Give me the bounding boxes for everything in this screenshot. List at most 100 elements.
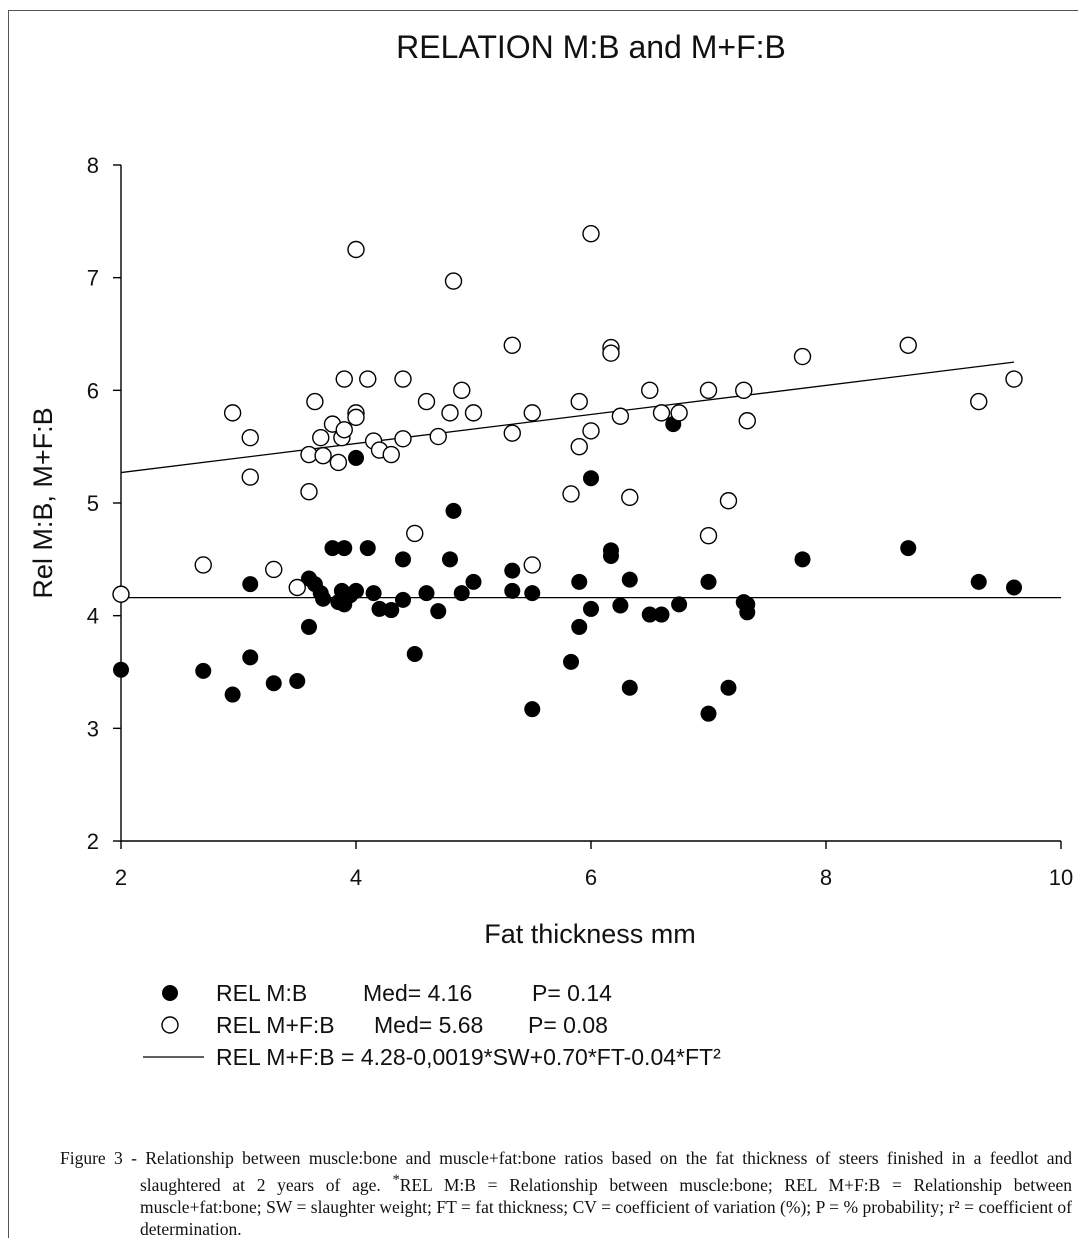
point-rel-mfb — [112, 585, 130, 603]
point-rel-mb — [336, 540, 353, 557]
regression-line-mfb — [120, 361, 1015, 474]
point-rel-mb — [265, 675, 282, 692]
x-axis-label: Fat thickness mm — [484, 919, 696, 949]
point-rel-mfb — [699, 526, 718, 545]
point-rel-mb — [418, 585, 435, 602]
point-rel-mb — [289, 673, 306, 690]
point-rel-mfb — [335, 370, 353, 388]
point-rel-mfb — [738, 412, 756, 430]
point-rel-mfb — [441, 404, 459, 422]
legend-p-rel-mfb: P= 0.08 — [528, 1012, 608, 1038]
point-rel-mfb — [523, 556, 541, 574]
point-rel-mb — [583, 470, 599, 487]
legend-open-circle-icon — [161, 1016, 179, 1034]
y-tick-label: 6 — [87, 378, 99, 403]
point-rel-mb — [563, 653, 580, 670]
point-rel-mb — [365, 585, 382, 602]
point-rel-mb — [621, 679, 638, 696]
point-rel-mfb — [394, 430, 412, 448]
point-rel-mb — [195, 662, 212, 679]
point-rel-mfb — [265, 560, 283, 579]
point-rel-mb — [739, 596, 756, 613]
figure-frame — [8, 10, 1078, 1238]
point-rel-mb — [242, 576, 259, 593]
point-rel-mb — [315, 590, 332, 607]
fit-lines — [120, 361, 1061, 599]
legend-p-rel-mb: P= 0.14 — [532, 980, 612, 1006]
point-rel-mfb — [621, 488, 639, 507]
point-rel-mb — [301, 618, 317, 635]
point-rel-mb — [700, 573, 717, 590]
point-rel-mfb — [300, 483, 318, 501]
figure-caption: Figure 3 - Relationship between muscle:b… — [60, 1147, 1072, 1240]
point-rel-mfb — [719, 492, 738, 510]
point-rel-mb — [794, 551, 811, 568]
point-rel-mb — [700, 705, 717, 722]
point-rel-mfb — [652, 404, 671, 422]
point-rel-mfb — [670, 404, 688, 422]
y-tick-label: 3 — [87, 716, 99, 741]
point-rel-mfb — [306, 392, 324, 411]
point-rel-mfb — [406, 524, 424, 543]
point-rel-mb — [453, 585, 470, 602]
point-rel-mb — [970, 573, 987, 590]
y-axis-label: Rel M:B, M+F:B — [28, 407, 58, 598]
point-rel-mb — [612, 597, 629, 614]
point-rel-mfb — [503, 336, 521, 354]
legend-med-rel-mfb: Med= 5.68 — [374, 1012, 483, 1038]
data-points — [112, 225, 1023, 722]
point-rel-mfb — [382, 445, 400, 464]
point-rel-mfb — [335, 421, 353, 439]
point-rel-mfb — [312, 428, 330, 447]
legend: REL M:B Med= 4.16 P= 0.14 REL M+F:B Med=… — [143, 980, 721, 1070]
point-rel-mfb — [444, 272, 463, 290]
legend-label-rel-mfb: REL M+F:B — [216, 1012, 335, 1038]
point-rel-mb — [224, 686, 241, 703]
point-rel-mb — [242, 649, 259, 666]
point-rel-mb — [641, 606, 658, 623]
point-rel-mfb — [582, 225, 600, 243]
legend-med-rel-mb: Med= 4.16 — [363, 980, 472, 1006]
point-rel-mfb — [314, 446, 332, 465]
point-rel-mfb — [970, 392, 988, 411]
legend-label-rel-mb: REL M:B — [216, 980, 307, 1006]
point-rel-mfb — [602, 344, 620, 362]
point-rel-mb — [395, 551, 411, 568]
y-tick-label: 4 — [87, 604, 99, 629]
point-rel-mb — [583, 600, 599, 617]
x-tick-label: 2 — [115, 865, 127, 890]
point-rel-mfb — [453, 381, 471, 400]
chart-title: RELATION M:B and M+F:B — [396, 29, 786, 65]
point-rel-mfb — [329, 453, 348, 472]
point-rel-mfb — [1005, 370, 1023, 388]
point-rel-mfb — [735, 381, 753, 400]
point-rel-mfb — [347, 240, 365, 259]
point-rel-mfb — [417, 392, 436, 411]
point-rel-mfb — [793, 347, 812, 366]
point-rel-mfb — [582, 422, 600, 440]
point-rel-mfb — [359, 370, 377, 388]
point-rel-mfb — [562, 485, 580, 503]
x-tick-label: 10 — [1049, 865, 1073, 890]
legend-filled-circle-icon — [162, 985, 178, 1001]
point-rel-mfb — [194, 556, 212, 574]
point-rel-mfb — [503, 424, 521, 442]
point-rel-mb — [1006, 579, 1022, 596]
point-rel-mfb — [241, 428, 259, 447]
point-rel-mb — [621, 571, 638, 588]
point-rel-mb — [504, 582, 521, 599]
point-rel-mb — [430, 603, 447, 620]
point-rel-mfb — [223, 404, 242, 422]
legend-regression-equation: REL M+F:B = 4.28-0,0019*SW+0.70*FT-0.04*… — [216, 1044, 721, 1070]
point-rel-mb — [445, 502, 462, 519]
point-rel-mb — [504, 562, 521, 579]
x-tick-label: 4 — [350, 865, 362, 890]
point-rel-mfb — [288, 578, 306, 597]
point-rel-mb — [395, 591, 411, 608]
x-tick-label: 8 — [820, 865, 832, 890]
point-rel-mb — [571, 573, 588, 590]
x-tick-label: 6 — [585, 865, 597, 890]
point-rel-mb — [900, 540, 917, 557]
axes: 2 4 6 8 10 2 3 4 5 6 7 8 — [87, 153, 1073, 890]
point-rel-mb — [720, 679, 737, 696]
